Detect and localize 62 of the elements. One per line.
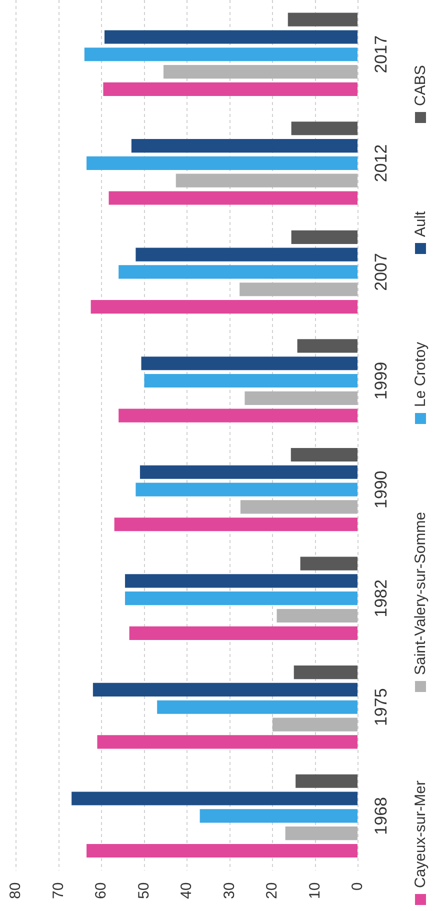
x-tick-label: 30 xyxy=(220,882,238,900)
bar xyxy=(92,682,358,697)
bar xyxy=(72,792,358,806)
text: Ault xyxy=(412,211,429,237)
y-tick-label: 2012 xyxy=(372,144,391,182)
bar xyxy=(97,735,358,749)
bar xyxy=(129,626,358,640)
bar xyxy=(200,809,358,823)
bar xyxy=(125,592,358,606)
bar xyxy=(176,174,358,188)
y-tick-label: 1968 xyxy=(372,797,391,835)
text: Le Crotoy xyxy=(412,342,429,408)
bar xyxy=(140,465,358,479)
y-tick-label: 1999 xyxy=(372,362,391,400)
text: Cayeux-sur-Mer xyxy=(412,780,429,888)
x-tick-label: 80 xyxy=(7,882,24,900)
bar xyxy=(86,156,358,170)
y-tick-label: 1990 xyxy=(372,470,391,508)
bar xyxy=(136,482,358,496)
x-tick-label: 40 xyxy=(178,882,196,900)
bar xyxy=(90,300,358,314)
bar xyxy=(300,556,358,570)
bar xyxy=(144,374,358,388)
bar xyxy=(294,666,358,680)
bar xyxy=(114,518,358,532)
bar xyxy=(296,774,358,788)
bar xyxy=(125,574,358,588)
bar xyxy=(84,48,358,62)
bar xyxy=(136,248,358,262)
x-tick-label: 50 xyxy=(135,882,152,900)
bar xyxy=(297,339,358,353)
text: CABS xyxy=(412,65,429,106)
bar xyxy=(272,718,358,732)
bar xyxy=(141,356,358,370)
bar xyxy=(240,500,358,514)
bar xyxy=(118,265,358,279)
x-tick-label: 60 xyxy=(92,882,110,900)
bar xyxy=(118,408,358,422)
y-tick-label: 2017 xyxy=(372,35,391,74)
x-tick-label: 20 xyxy=(264,882,281,900)
bar xyxy=(86,844,358,858)
bar xyxy=(288,12,358,26)
y-tick-label: 1975 xyxy=(372,688,391,726)
bar xyxy=(290,448,358,462)
x-tick-label: 10 xyxy=(306,882,324,900)
bar xyxy=(285,826,358,840)
bar xyxy=(104,30,358,44)
bar xyxy=(163,65,358,79)
bar xyxy=(108,191,358,205)
bar xyxy=(291,230,358,244)
y-tick-label: 1982 xyxy=(372,579,391,618)
bar xyxy=(244,391,358,405)
x-tick-label: 70 xyxy=(50,882,67,900)
bar xyxy=(131,138,358,153)
y-tick-label: 2007 xyxy=(372,253,391,291)
text: Saint-Valery-sur-Somme xyxy=(412,512,429,676)
bar xyxy=(276,608,358,623)
bar xyxy=(291,122,358,136)
bar xyxy=(103,82,358,96)
x-tick-label: 0 xyxy=(349,882,366,891)
bar xyxy=(240,282,358,296)
bar xyxy=(157,700,358,714)
